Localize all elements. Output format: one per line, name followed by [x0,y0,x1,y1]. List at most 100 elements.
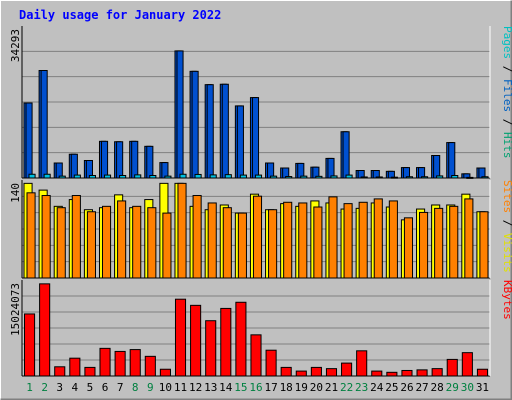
bar-pages-8 [134,174,142,179]
visits-panel: 140 Sites / Visits [9,180,512,279]
bar-pages-17 [270,175,278,179]
bar-pages-28 [436,175,444,179]
legend-entry: / [501,59,512,79]
bar-sites-17 [268,209,278,279]
bar-kbytes-31 [476,368,489,377]
bar-files-7 [116,141,124,179]
legend-entry: Pages [501,26,512,59]
x-axis-day-labels: 1 2 3 4 5 6 7 8 9 10 11 12 13 14 15 16 17 18 19 20 21 22 23 24 2… [26,381,489,394]
bar-sites-5 [86,211,96,279]
bar-pages-6 [103,174,112,179]
x-tick-label-16: 16 [249,381,262,394]
bar-kbytes-8 [129,349,141,377]
bar-kbytes-17 [265,349,277,377]
bar-kbytes-12 [190,304,202,377]
bar-sites-13 [207,202,217,279]
legend-entry: Sites [501,180,512,213]
x-tick-label-18: 18 [280,381,293,394]
bar-kbytes-16 [250,334,262,377]
bar-files-2 [40,70,48,179]
bar-sites-22 [343,203,353,279]
bar-pages-13 [209,174,217,179]
bar-files-9 [146,145,154,179]
bar-kbytes-11 [174,298,187,377]
bar-pages-31 [481,176,489,179]
bar-pages-15 [239,174,247,179]
bar-kbytes-18 [280,366,292,377]
bar-kbytes-1 [24,313,36,377]
bar-kbytes-30 [461,352,473,377]
panel-legend: Pages / Files / Hits [501,26,512,159]
bar-kbytes-20 [310,366,322,377]
bar-pages-27 [421,176,429,179]
bar-pages-3 [58,175,66,179]
bar-sites-10 [162,212,172,279]
bar-pages-20 [315,175,323,179]
bar-sites-1 [26,192,36,279]
bar-sites-16 [252,195,263,279]
bar-kbytes-26 [401,369,413,377]
legend-entry: KBytes [501,280,512,320]
legend-entry: Files [501,79,512,112]
bar-sites-28 [434,207,444,279]
x-tick-label-2: 2 [41,381,48,394]
bar-pages-7 [119,175,127,179]
bar-sites-12 [192,195,202,279]
bar-pages-5 [88,175,96,179]
bar-sites-2 [41,195,51,279]
x-tick-label-17: 17 [264,381,277,394]
bar-pages-22 [345,174,353,179]
panel-legend: Sites / Visits [501,180,512,273]
bar-files-12 [191,70,199,179]
x-tick-label-23: 23 [355,381,368,394]
bar-pages-26 [405,176,414,179]
panel-legend: KBytes [501,280,512,320]
bar-kbytes-6 [99,347,111,377]
bar-sites-26 [403,217,414,279]
bar-pages-9 [149,175,157,179]
bar-pages-24 [375,176,383,179]
x-tick-label-20: 20 [310,381,323,394]
bar-kbytes-19 [295,370,307,377]
bar-pages-18 [285,176,293,179]
chart-title: Daily usage for January 2022 [19,8,221,22]
bar-sites-14 [222,207,232,279]
bar-files-16 [251,97,260,179]
bar-sites-9 [147,207,157,279]
x-tick-label-1: 1 [26,381,33,394]
bar-kbytes-3 [54,366,66,377]
kbytes-panel: 15024073 KBytes [9,280,512,377]
bars [23,182,489,279]
bar-sites-27 [419,211,429,279]
bar-sites-31 [479,211,489,279]
x-tick-label-28: 28 [431,381,444,394]
x-tick-label-9: 9 [147,381,154,394]
x-tick-label-22: 22 [340,381,353,394]
y-max-label: 34293 [9,29,22,62]
bar-sites-19 [298,202,308,279]
bar-kbytes-15 [235,301,247,377]
bar-sites-11 [177,182,187,279]
x-tick-label-15: 15 [234,381,247,394]
bar-pages-11 [179,173,187,179]
bar-sites-7 [117,200,127,279]
bar-kbytes-22 [341,362,353,377]
bar-sites-20 [313,206,323,279]
bar-sites-23 [358,201,368,279]
bar-kbytes-4 [69,357,81,377]
x-tick-label-29: 29 [446,381,459,394]
x-tick-label-10: 10 [159,381,172,394]
x-tick-label-7: 7 [117,381,124,394]
bar-pages-12 [194,173,202,179]
x-tick-label-26: 26 [400,381,413,394]
legend-entry: Visits [501,233,512,273]
bar-kbytes-23 [356,350,368,377]
x-tick-label-5: 5 [87,381,94,394]
bar-kbytes-27 [416,369,428,377]
x-tick-label-31: 31 [476,381,489,394]
x-tick-label-27: 27 [415,381,428,394]
bar-sites-18 [283,201,293,279]
bar-files-8 [131,140,139,179]
legend-entry: / [501,112,512,132]
